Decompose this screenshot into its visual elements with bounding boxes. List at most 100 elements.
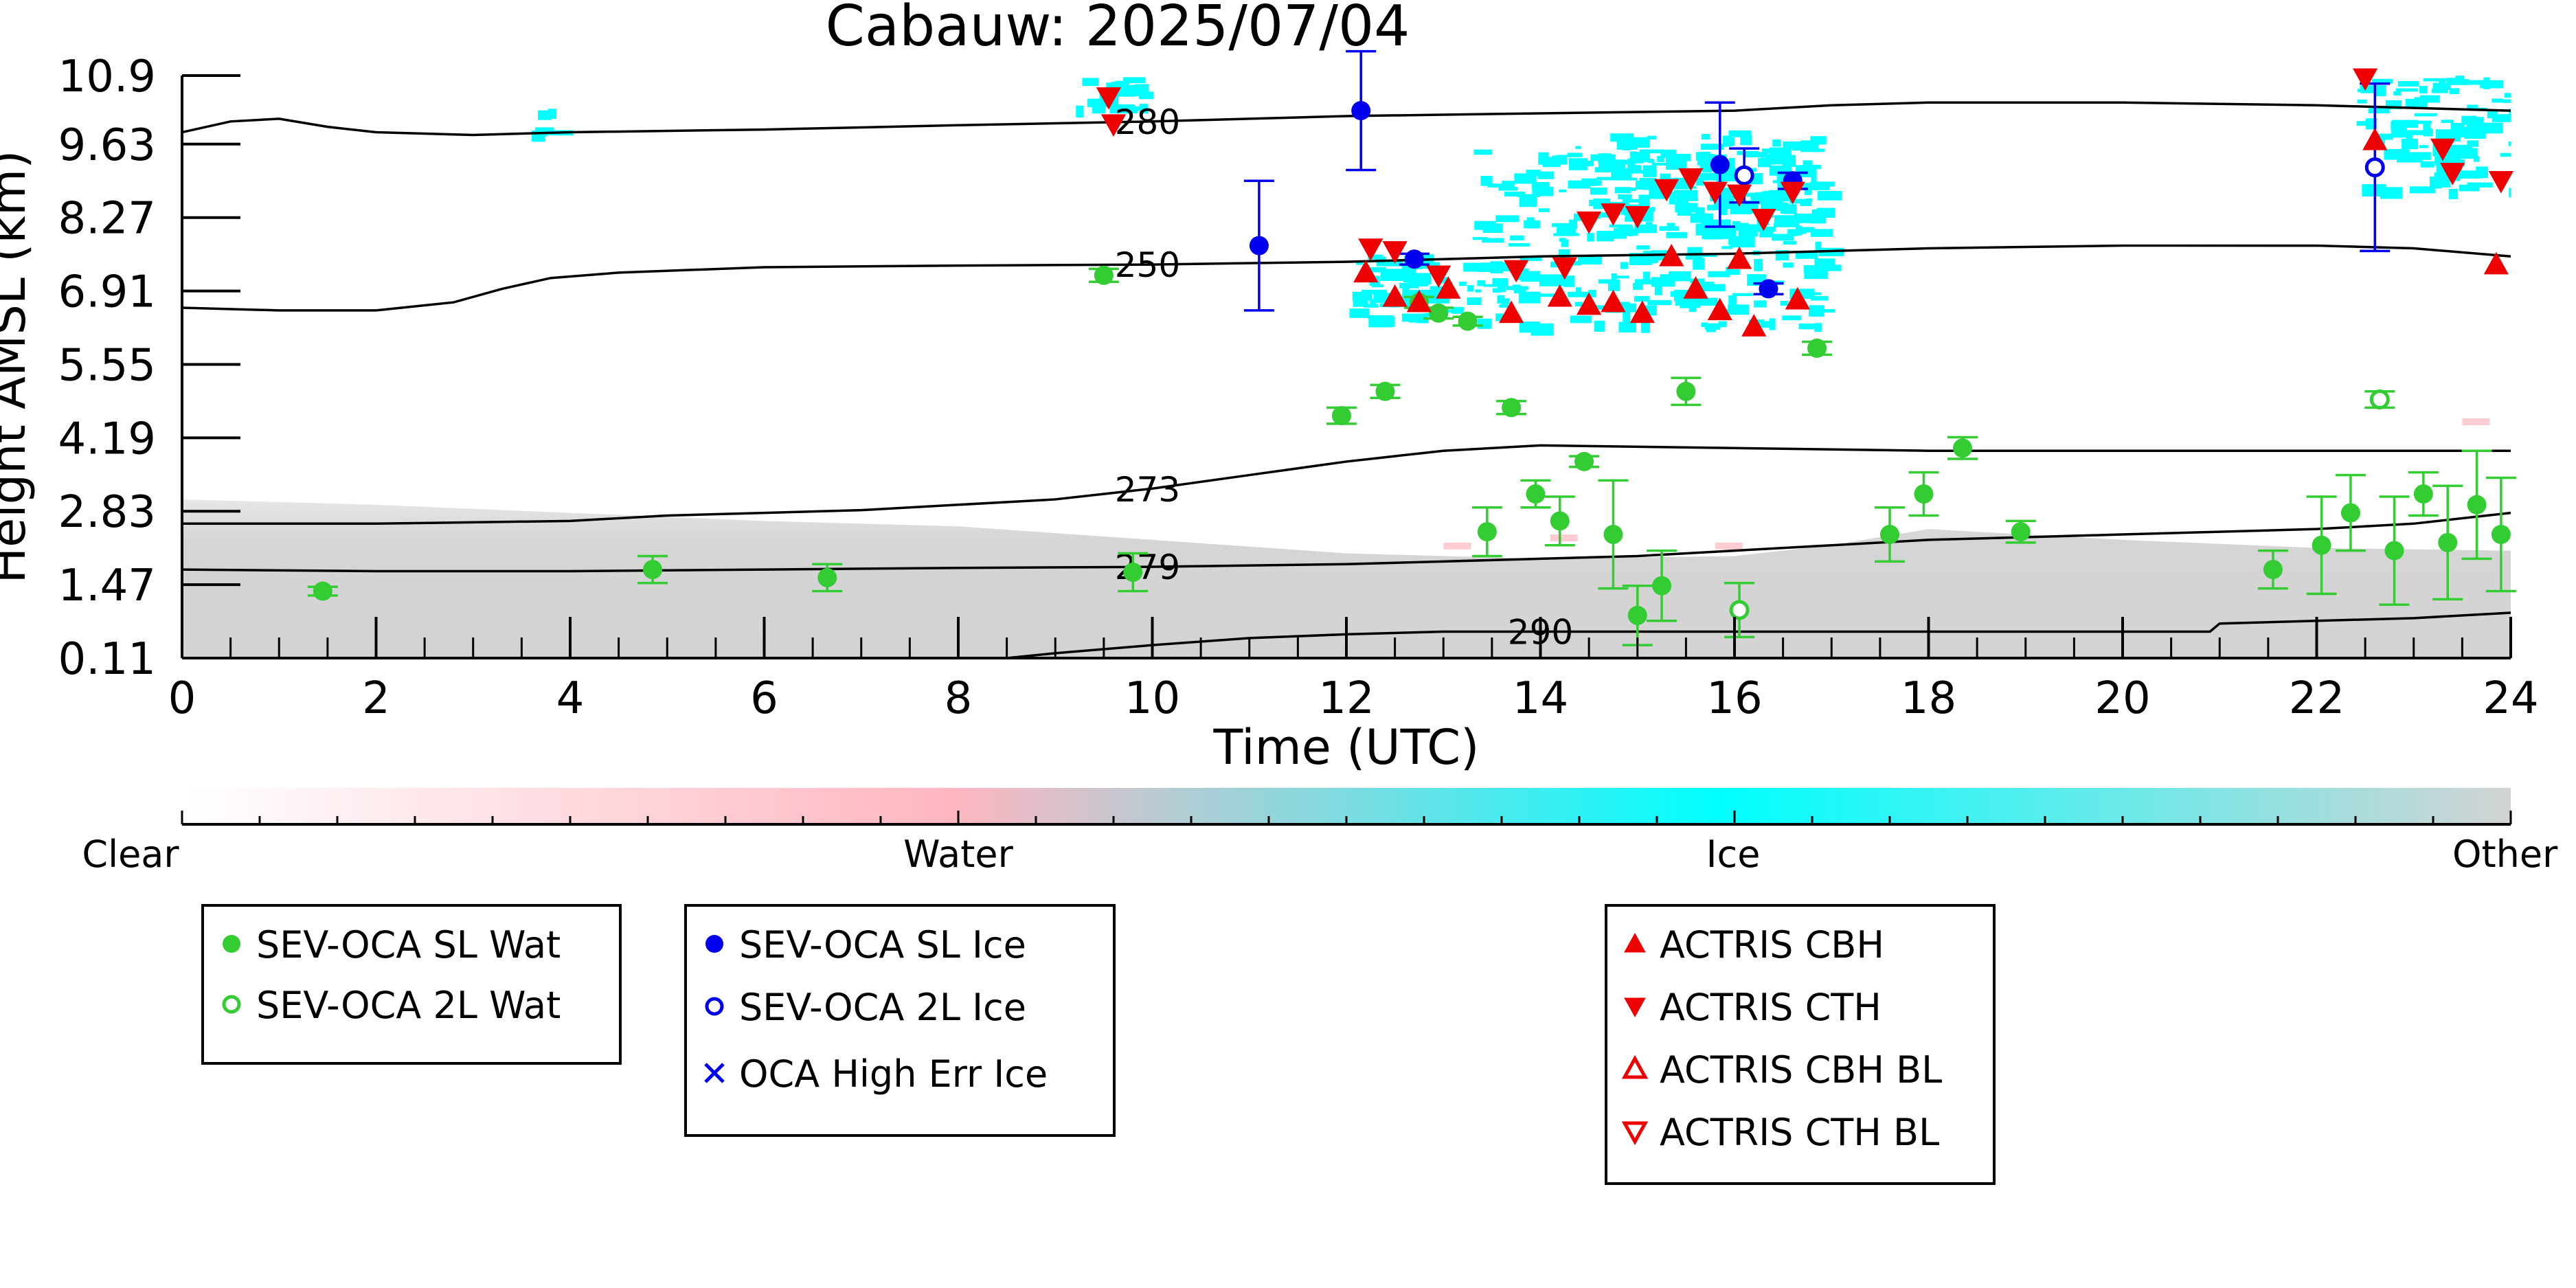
ice-patch	[1380, 269, 1404, 281]
chart-title: Cabauw: 2025/07/04	[826, 0, 1410, 59]
ice-patch	[2423, 78, 2449, 82]
ice-patch	[2419, 145, 2428, 148]
ice-patch	[1643, 271, 1651, 281]
series-sev-oca-sl-ice	[1243, 49, 1808, 312]
contour-label: 280	[1115, 102, 1180, 142]
ice-patch	[2391, 121, 2399, 130]
data-point	[2413, 484, 2433, 504]
data-point	[1627, 605, 1647, 625]
ice-patch	[1575, 146, 1581, 149]
y-axis-ticks: 0.11 1.47 2.83 4.19 5.55 6.91 8.27 9.63 10.9	[58, 52, 240, 685]
ice-patch	[1772, 234, 1794, 241]
data-point	[1729, 600, 1750, 620]
ice-patch	[1750, 200, 1759, 211]
ice-patch	[1622, 137, 1629, 146]
ice-patch	[1414, 264, 1437, 269]
ice-patch	[1718, 321, 1727, 328]
ice-patch	[1537, 171, 1555, 179]
ice-patch	[1618, 302, 1630, 310]
data-point	[1429, 303, 1449, 323]
legend-frame	[1605, 904, 1996, 1185]
data-point	[1358, 238, 1383, 261]
data-point	[2467, 495, 2487, 515]
ice-patch	[1559, 238, 1566, 242]
data-point	[2384, 541, 2404, 561]
ice-patch	[1730, 203, 1746, 212]
ice-patch	[1472, 237, 1488, 240]
ice-patch	[1660, 149, 1677, 158]
ice-patch	[1539, 274, 1564, 286]
legend-label: SEV-OCA 2L Wat	[256, 984, 561, 1027]
data-point	[2491, 525, 2511, 545]
data-point	[1499, 300, 1524, 324]
water-patch	[1550, 534, 1578, 542]
ice-patch	[1499, 304, 1509, 308]
data-point	[2438, 532, 2458, 552]
ice-patch	[1487, 183, 1514, 188]
data-point	[1676, 381, 1696, 401]
ice-patch	[1526, 170, 1541, 177]
ice-patch	[1451, 306, 1464, 314]
ice-patch	[2384, 149, 2410, 160]
legend-marker	[1624, 933, 1646, 953]
data-point	[1780, 181, 1805, 205]
colorbar-labels: Clear Water Ice Other	[82, 833, 2558, 876]
x-tick-label: 6	[750, 673, 778, 724]
data-point	[1678, 168, 1704, 191]
ice-patch	[2480, 80, 2504, 89]
data-point	[1726, 184, 1752, 207]
ice-patch	[2492, 114, 2511, 122]
ice-patch	[1612, 275, 1629, 279]
ice-patch	[2391, 127, 2407, 138]
water-patch	[2462, 418, 2490, 426]
legend-label: SEV-OCA 2L Ice	[739, 986, 1026, 1029]
ice-patch	[1497, 295, 1505, 304]
colorbar-label-clear: Clear	[82, 833, 179, 876]
ice-patch	[1610, 133, 1634, 142]
ice-patch	[1600, 231, 1609, 236]
ice-patch	[1814, 323, 1822, 332]
ice-patch	[1787, 229, 1799, 236]
ice-patch	[1569, 261, 1581, 266]
ice-patch	[1569, 219, 1578, 229]
data-point	[1249, 236, 1269, 256]
ice-patch	[2509, 188, 2511, 198]
ice-patch	[1780, 301, 1788, 306]
ice-patch	[2417, 120, 2432, 124]
ice-patch	[1467, 285, 1474, 292]
ice-patch	[1519, 321, 1541, 333]
ice-patch	[1538, 157, 1559, 165]
ice-patch	[1535, 293, 1558, 297]
ice-patch	[1730, 208, 1752, 215]
ice-patch	[1139, 104, 1148, 114]
ice-patch	[2423, 123, 2431, 133]
ice-patch	[1699, 284, 1726, 292]
ice-patch	[1590, 154, 1616, 161]
ice-patch	[1669, 193, 1676, 205]
series-actris-cbh	[1353, 128, 2509, 337]
ice-patch	[1376, 261, 1392, 267]
ice-patch	[1627, 158, 1636, 170]
ice-patch	[1640, 322, 1650, 333]
ice-patch	[1479, 263, 1488, 271]
ice-patch	[2446, 78, 2456, 85]
ice-patch	[1473, 149, 1493, 155]
ice-patch	[2473, 156, 2480, 162]
ice-patch	[2458, 80, 2481, 85]
ice-patch	[1483, 284, 1508, 287]
legend-label: ACTRIS CBH BL	[1660, 1048, 1942, 1092]
data-point	[1426, 265, 1451, 289]
ice-patch	[1138, 91, 1154, 100]
ice-patch	[2393, 91, 2401, 95]
data-point	[1436, 276, 1461, 299]
data-point	[1382, 241, 1408, 264]
ice-patch	[1618, 194, 1632, 200]
ice-patch	[1630, 165, 1642, 172]
ice-patch	[1584, 161, 1594, 166]
data-point	[1726, 246, 1752, 269]
ice-patch	[1510, 235, 1524, 240]
colorbar-label-other: Other	[2452, 833, 2558, 876]
ice-patch	[1639, 149, 1664, 154]
ice-patch	[1659, 226, 1680, 231]
ice-patch	[1680, 197, 1699, 201]
